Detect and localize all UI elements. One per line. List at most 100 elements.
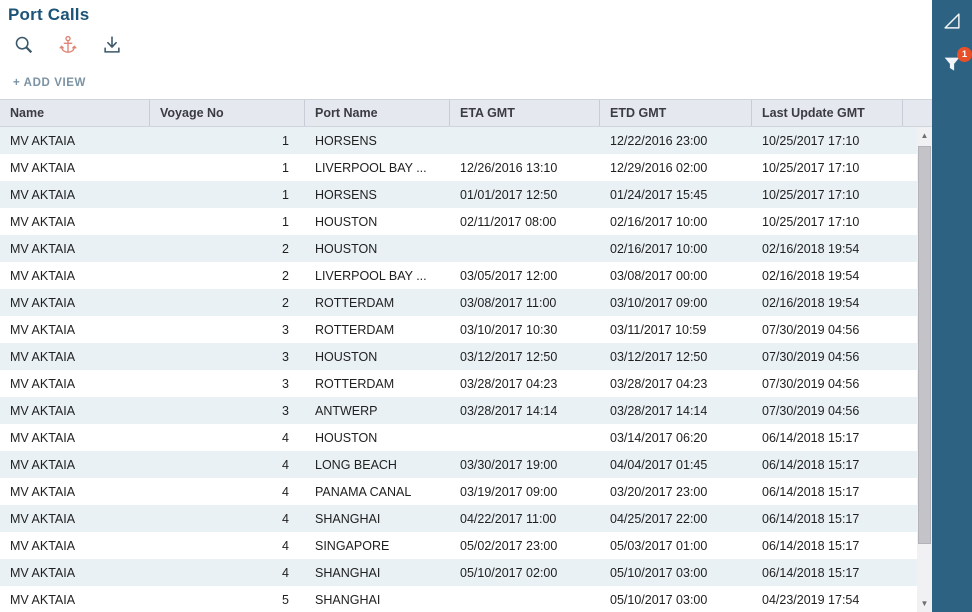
cell-port-name: HOUSTON [315,214,378,229]
cell-last-update-gmt: 06/14/2018 15:17 [762,484,860,499]
cell-last-update-gmt: 06/14/2018 15:17 [762,430,860,445]
table-row[interactable]: MV AKTAIA 4 LONG BEACH 03/30/2017 19:00 04/0… [0,451,917,478]
cell-filler [903,505,917,532]
cell-eta-gmt: 03/30/2017 19:00 [460,457,558,472]
cell-name: MV AKTAIA [10,484,76,499]
cell-eta-gmt: 02/11/2017 08:00 [460,214,557,229]
table-row[interactable]: MV AKTAIA 2 HOUSTON 02/16/2017 10:00 02/16/2… [0,235,917,262]
cell-filler [903,154,917,181]
column-header-last-update-gmt[interactable]: Last Update GMT [752,100,903,126]
scrollbar-thumb[interactable] [918,146,931,544]
table-row[interactable]: MV AKTAIA 4 HOUSTON 03/14/2017 06:20 06/14/2… [0,424,917,451]
table-row[interactable]: MV AKTAIA 1 HORSENS 12/22/2016 23:00 10/25/2… [0,127,917,154]
filter-badge: 1 [957,47,972,62]
cell-filler [903,181,917,208]
cell-last-update-gmt: 06/14/2018 15:17 [762,538,860,553]
cell-etd-gmt: 12/22/2016 23:00 [610,133,708,148]
cell-eta-gmt [450,424,600,451]
table-row[interactable]: MV AKTAIA 4 SINGAPORE 05/02/2017 23:00 05/03… [0,532,917,559]
table-row[interactable]: MV AKTAIA 1 HORSENS 01/01/2017 12:50 01/24/2… [0,181,917,208]
cell-voyage-no: 4 [282,430,289,445]
cell-voyage-no: 3 [282,376,289,391]
cell-name: MV AKTAIA [10,322,76,337]
cell-filler [903,532,917,559]
cell-etd-gmt: 03/10/2017 09:00 [610,295,708,310]
cell-name: MV AKTAIA [10,349,76,364]
cell-etd-gmt: 03/20/2017 23:00 [610,484,708,499]
cell-etd-gmt: 03/28/2017 14:14 [610,403,708,418]
cell-eta-gmt: 03/10/2017 10:30 [460,322,558,337]
download-button[interactable] [100,34,124,58]
table-row[interactable]: MV AKTAIA 3 ROTTERDAM 03/28/2017 04:23 03/28… [0,370,917,397]
cell-eta-gmt: 05/10/2017 02:00 [460,565,558,580]
cell-name: MV AKTAIA [10,241,76,256]
cell-last-update-gmt: 02/16/2018 19:54 [762,268,860,283]
right-sidebar: 1 [932,0,972,612]
cell-filler [903,289,917,316]
table-row[interactable]: MV AKTAIA 5 SHANGHAI 05/10/2017 03:00 04/23/… [0,586,917,612]
cell-port-name: ROTTERDAM [315,376,395,391]
cell-port-name: SHANGHAI [315,565,381,580]
scroll-down-button[interactable]: ▼ [917,595,932,612]
cell-eta-gmt: 03/28/2017 14:14 [460,403,558,418]
cell-name: MV AKTAIA [10,295,76,310]
cell-eta-gmt: 12/26/2016 13:10 [460,160,558,175]
column-header-name[interactable]: Name [0,100,150,126]
cell-voyage-no: 4 [282,511,289,526]
cell-voyage-no: 2 [282,268,289,283]
table-row[interactable]: MV AKTAIA 4 SHANGHAI 04/22/2017 11:00 04/25/… [0,505,917,532]
cell-name: MV AKTAIA [10,403,76,418]
scroll-up-button[interactable]: ▲ [917,127,932,144]
table-body: MV AKTAIA 1 HORSENS 12/22/2016 23:00 10/25/2… [0,127,917,612]
download-icon [101,34,123,59]
cell-etd-gmt: 02/16/2017 10:00 [610,214,708,229]
cell-last-update-gmt: 10/25/2017 17:10 [762,160,860,175]
cell-voyage-no: 4 [282,538,289,553]
vertical-scrollbar[interactable]: ▲ ▼ [917,127,932,612]
cell-filler [903,397,917,424]
cell-filler [903,370,917,397]
table-row[interactable]: MV AKTAIA 1 LIVERPOOL BAY ... 12/26/2016 13… [0,154,917,181]
column-header-voyage-no[interactable]: Voyage No [150,100,305,126]
cell-etd-gmt: 05/03/2017 01:00 [610,538,708,553]
cell-filler [903,316,917,343]
table-row[interactable]: MV AKTAIA 3 ROTTERDAM 03/10/2017 10:30 03/11… [0,316,917,343]
cell-eta-gmt [450,235,600,262]
cell-voyage-no: 4 [282,484,289,499]
cell-etd-gmt: 03/08/2017 00:00 [610,268,708,283]
cell-filler [903,586,917,612]
cell-port-name: ROTTERDAM [315,322,395,337]
table-row[interactable]: MV AKTAIA 1 HOUSTON 02/11/2017 08:00 02/16/2… [0,208,917,235]
cell-filler [903,208,917,235]
cell-voyage-no: 1 [282,187,289,202]
cell-port-name: LIVERPOOL BAY ... [315,268,427,283]
search-button[interactable] [12,34,36,58]
cell-last-update-gmt: 02/16/2018 19:54 [762,295,860,310]
cell-port-name: ROTTERDAM [315,295,395,310]
column-header-eta-gmt[interactable]: ETA GMT [450,100,600,126]
anchor-icon [57,34,79,59]
add-view-button[interactable]: + ADD VIEW [13,77,86,89]
table-row[interactable]: MV AKTAIA 2 ROTTERDAM 03/08/2017 11:00 03/10… [0,289,917,316]
filter-button[interactable]: 1 [939,47,972,78]
table-row[interactable]: MV AKTAIA 3 HOUSTON 03/12/2017 12:50 03/12/2… [0,343,917,370]
cell-eta-gmt: 03/19/2017 09:00 [460,484,558,499]
cell-voyage-no: 2 [282,241,289,256]
table-row[interactable]: MV AKTAIA 2 LIVERPOOL BAY ... 03/05/2017 12… [0,262,917,289]
triangle-ruler-button[interactable] [939,9,965,35]
anchor-button[interactable] [56,34,80,58]
cell-last-update-gmt: 07/30/2019 04:56 [762,322,860,337]
cell-name: MV AKTAIA [10,376,76,391]
cell-port-name: SINGAPORE [315,538,390,553]
table-row[interactable]: MV AKTAIA 4 SHANGHAI 05/10/2017 02:00 05/10/… [0,559,917,586]
cell-name: MV AKTAIA [10,592,76,607]
table-row[interactable]: MV AKTAIA 4 PANAMA CANAL 03/19/2017 09:00 03… [0,478,917,505]
page-title: Port Calls [8,5,90,24]
cell-name: MV AKTAIA [10,268,76,283]
cell-last-update-gmt: 06/14/2018 15:17 [762,565,860,580]
cell-last-update-gmt: 07/30/2019 04:56 [762,376,860,391]
table-row[interactable]: MV AKTAIA 3 ANTWERP 03/28/2017 14:14 03/28/2… [0,397,917,424]
column-header-port-name[interactable]: Port Name [305,100,450,126]
cell-filler [903,424,917,451]
column-header-etd-gmt[interactable]: ETD GMT [600,100,752,126]
